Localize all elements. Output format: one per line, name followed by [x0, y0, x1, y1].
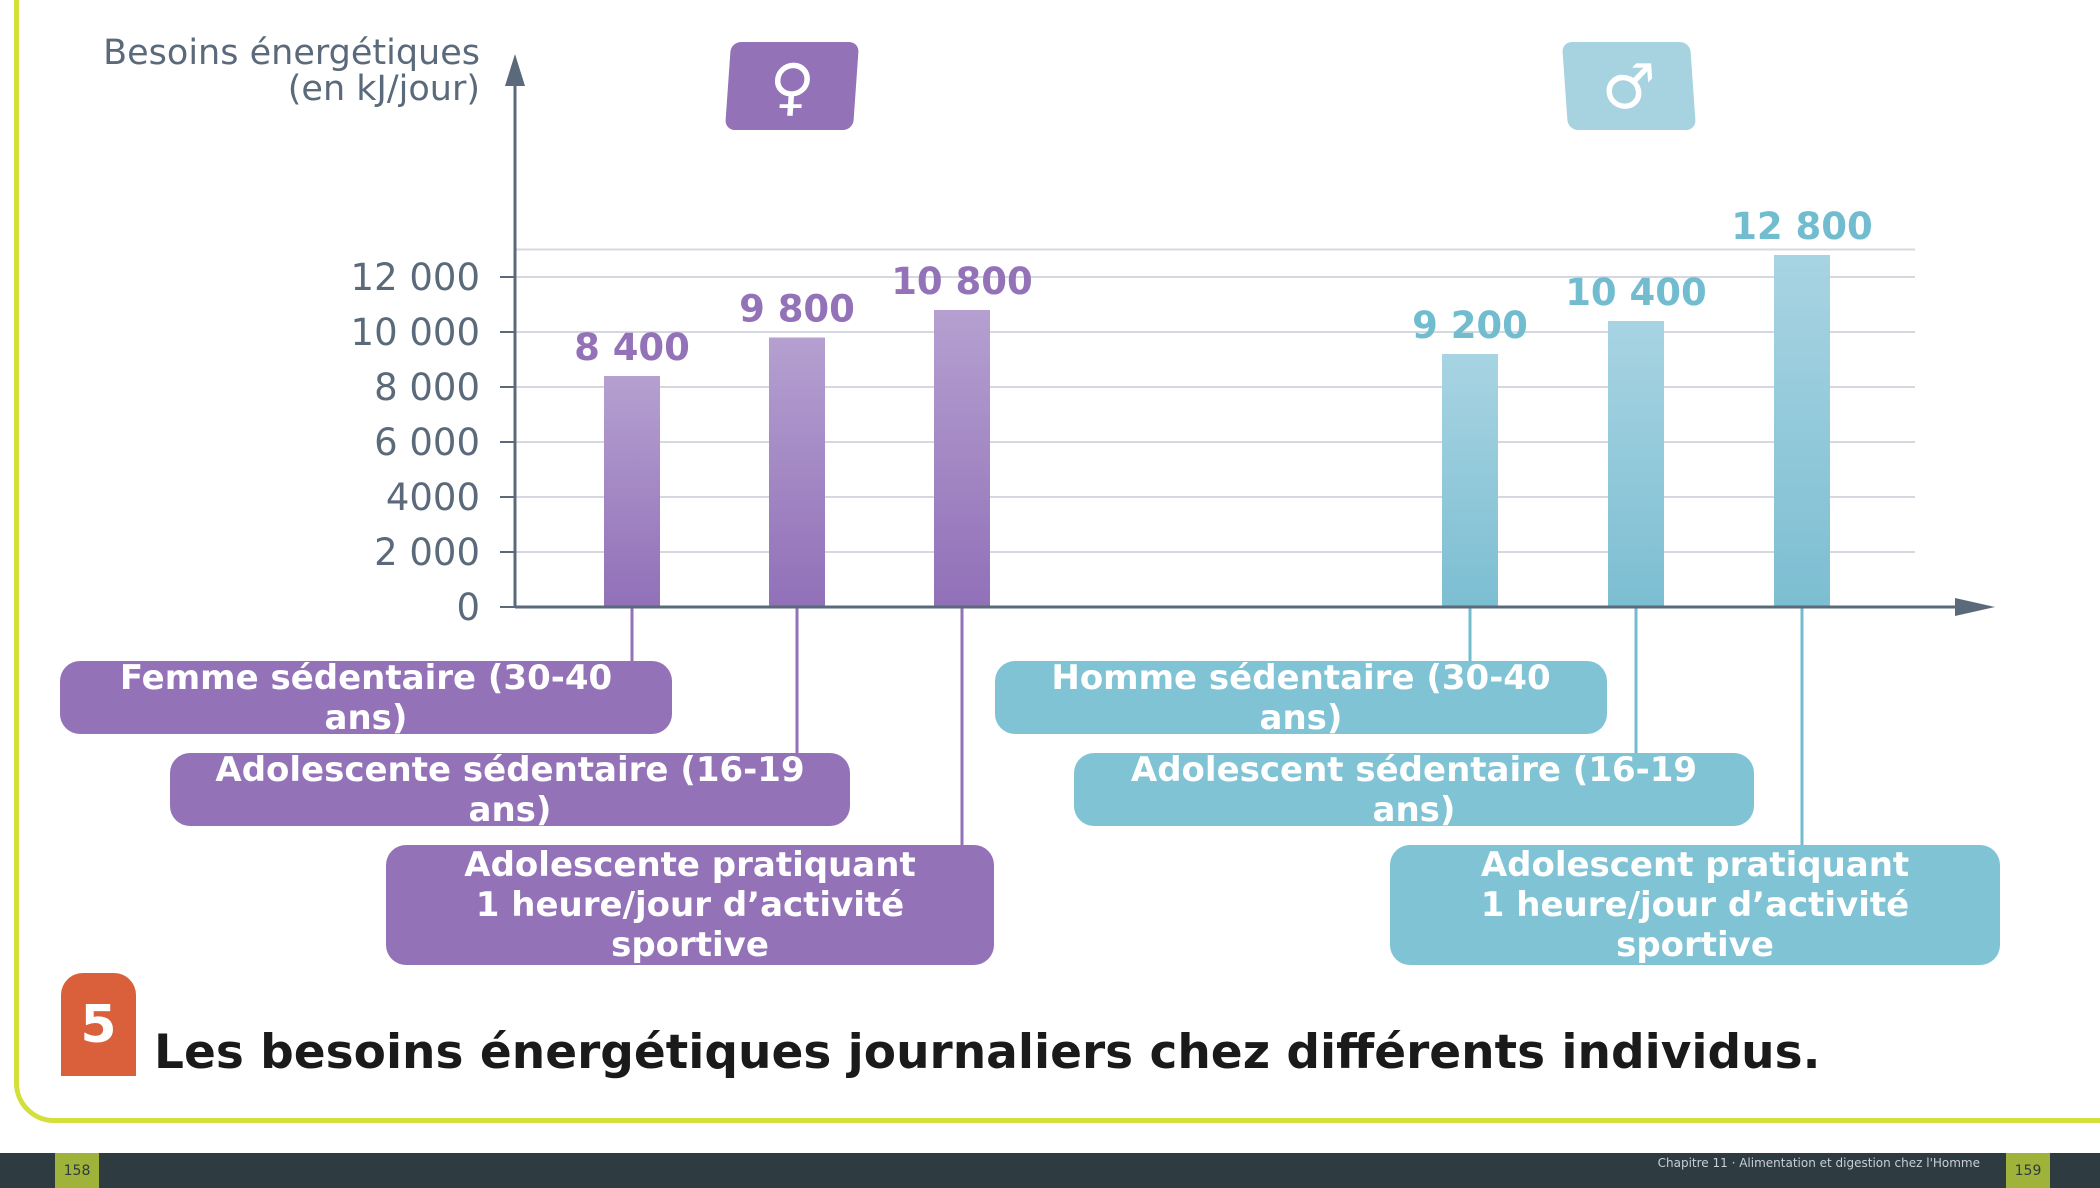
chapter-footer-title: Chapitre 11 · Alimentation et digestion …	[1657, 1156, 1980, 1170]
footer-bar	[0, 1153, 2100, 1188]
female-symbol-badge: ♀	[724, 42, 860, 130]
category-label: Adolescente pratiquant 1 heure/jour d’ac…	[386, 845, 994, 965]
category-label: Femme sédentaire (30-40 ans)	[60, 658, 672, 738]
bar	[934, 310, 990, 607]
y-tick-label: 8 000	[374, 366, 480, 409]
bar-value-label: 12 800	[1731, 205, 1873, 248]
y-tick-label: 4000	[386, 476, 480, 519]
category-label: Adolescent pratiquant 1 heure/jour d’act…	[1390, 845, 2000, 965]
x-axis-arrow	[1955, 598, 1995, 616]
y-axis-title-line2: (en kJ/jour)	[288, 69, 480, 109]
page-frame	[14, 0, 2100, 1123]
bar	[769, 337, 825, 607]
y-tick-label: 10 000	[351, 311, 480, 354]
male-symbol-badge: ♂	[1561, 42, 1697, 130]
y-tick-label: 6 000	[374, 421, 480, 464]
bar-value-label: 10 400	[1565, 271, 1707, 314]
y-tick-label: 12 000	[351, 256, 480, 299]
page-number-right: 159	[2006, 1153, 2050, 1188]
figure-caption: Les besoins énergétiques journaliers che…	[154, 1025, 1821, 1080]
bar	[1442, 354, 1498, 607]
bar	[604, 376, 660, 607]
bar-value-label: 10 800	[891, 260, 1033, 303]
male-symbol-icon: ♂	[1598, 49, 1660, 123]
y-axis-title-line1: Besoins énergétiques	[103, 33, 480, 73]
female-symbol-icon: ♀	[766, 49, 818, 123]
page-number-left: 158	[55, 1153, 99, 1188]
bar	[1608, 321, 1664, 607]
y-tick-label: 0	[456, 586, 480, 629]
category-label: Adolescent sédentaire (16-19 ans)	[1074, 750, 1754, 830]
bar-value-label: 8 400	[574, 326, 690, 369]
figure-number-badge: 5	[61, 973, 136, 1076]
bar	[1774, 255, 1830, 607]
y-axis-arrow	[505, 54, 525, 86]
y-tick-label: 2 000	[374, 531, 480, 574]
bar-value-label: 9 200	[1412, 304, 1528, 347]
category-label: Adolescente sédentaire (16-19 ans)	[170, 750, 850, 830]
bar-value-label: 9 800	[739, 288, 855, 331]
category-label: Homme sédentaire (30-40 ans)	[995, 658, 1607, 738]
